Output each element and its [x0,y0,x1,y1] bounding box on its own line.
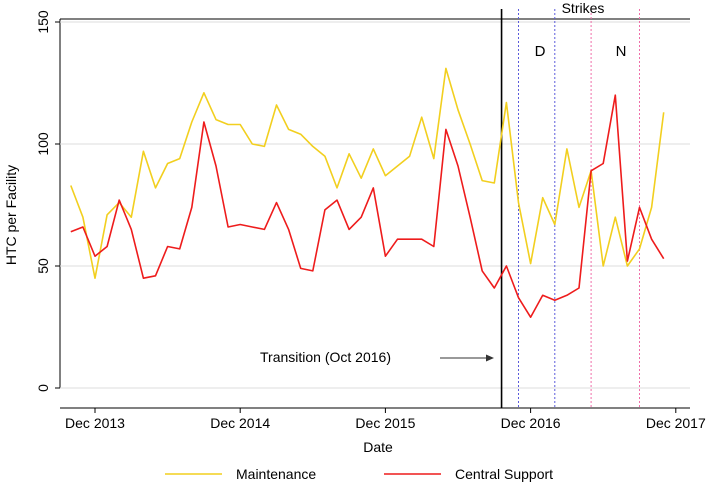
series-line-maintenance [70,67,665,280]
series-lines [70,67,665,319]
event-vertical-lines [500,9,640,408]
x-axis-ticks: Dec 2013 Dec 2014 Dec 2015 Dec 2016 Dec 2017 [65,408,706,431]
legend: Maintenance Central Support [165,466,553,482]
x-tick-label: Dec 2014 [210,415,270,431]
y-tick-label: 150 [35,10,51,34]
x-tick-label: Dec 2016 [501,415,561,431]
legend-label-maintenance: Maintenance [236,466,316,482]
legend-label-central-support: Central Support [455,466,553,482]
x-axis-title: Date [363,439,393,455]
y-tick-label: 0 [35,384,51,392]
transition-label: Transition (Oct 2016) [260,349,391,365]
x-tick-label: Dec 2017 [646,415,706,431]
y-tick-label: 50 [35,258,51,274]
x-tick-label: Dec 2015 [355,415,415,431]
nurses-strike-label: N [616,43,627,60]
strikes-label: Strikes [562,0,605,16]
legend-item-maintenance: Maintenance [165,466,316,482]
y-tick-label: 100 [35,132,51,156]
y-axis-title: HTC per Facility [3,165,19,265]
doctors-strike-label: D [535,43,546,60]
legend-item-central-support: Central Support [384,466,553,482]
series-line-central-support [70,94,665,319]
y-axis-ticks: 0 50 100 150 [35,10,60,392]
transition-arrow [440,354,494,362]
gridlines [60,21,690,389]
x-tick-label: Dec 2013 [65,415,125,431]
